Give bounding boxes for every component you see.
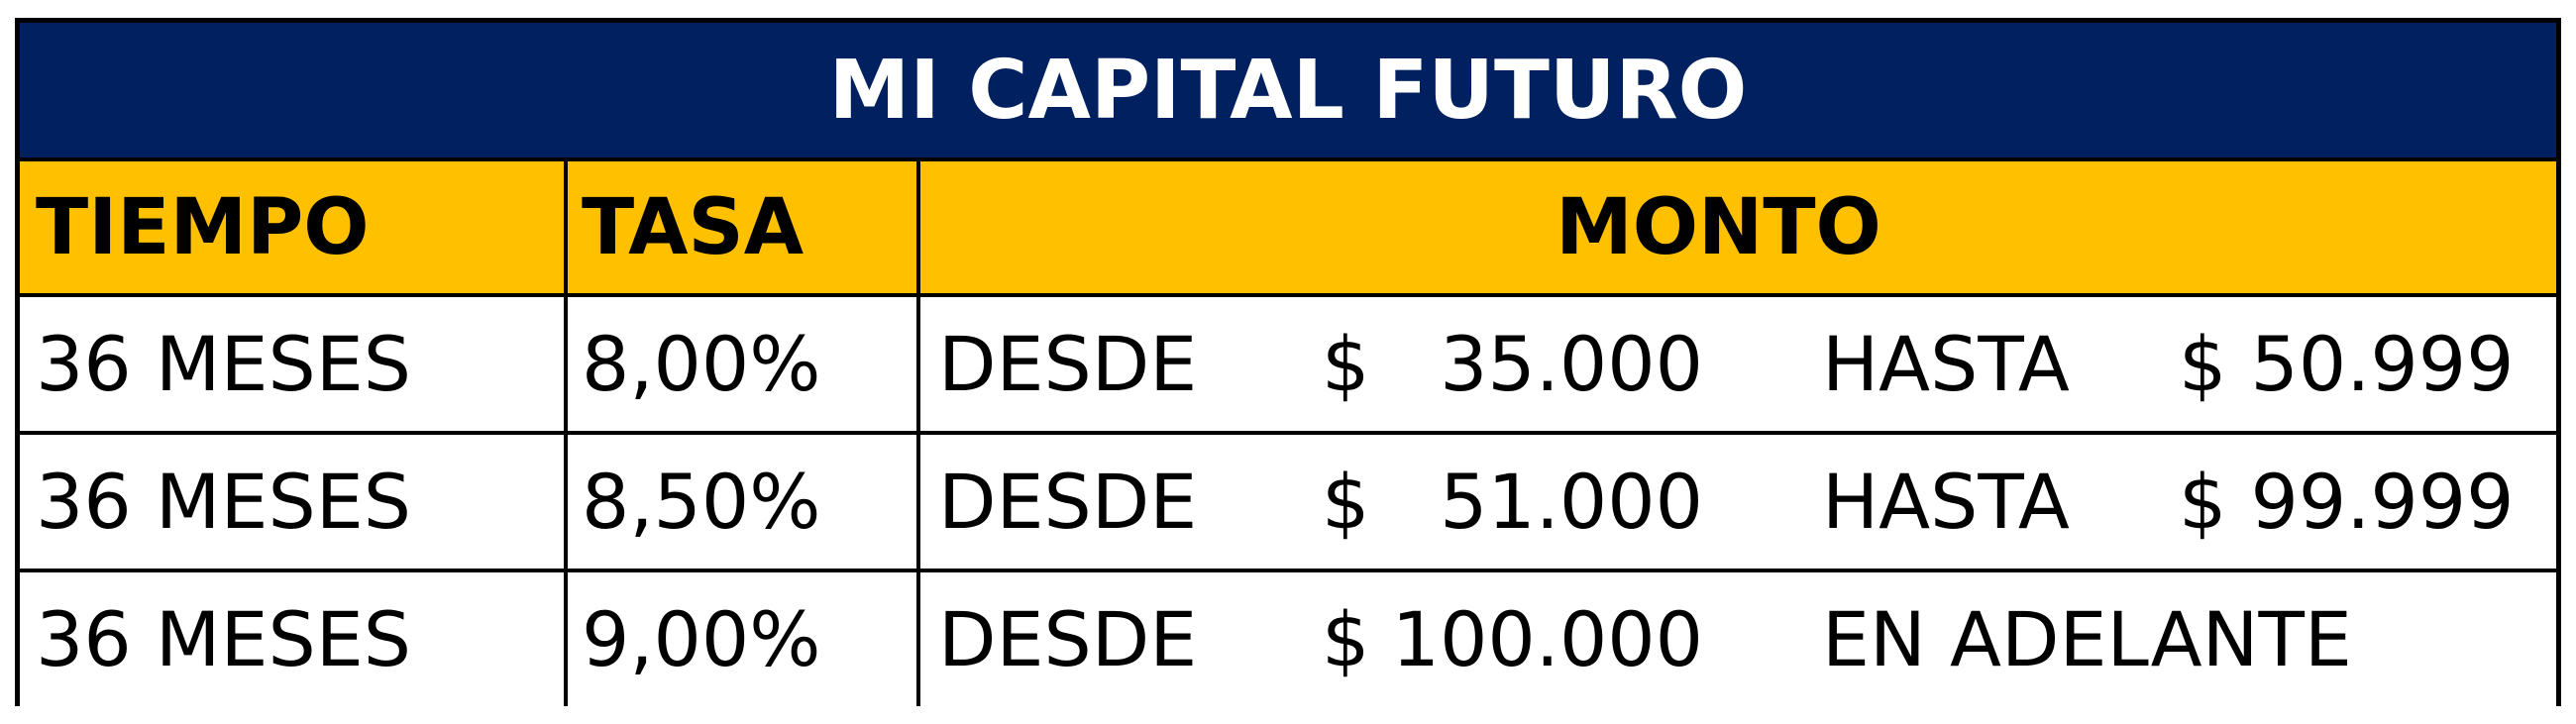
currency-symbol: $ [1322, 595, 1370, 683]
header-tiempo: TIEMPO [20, 161, 568, 293]
currency-symbol: $ [1322, 458, 1370, 546]
header-row: TIEMPO TASA MONTO [20, 161, 2556, 297]
cell-monto: DESDE $ 35.000 HASTA $ 50.999 [920, 297, 2556, 431]
cell-tasa: 9,00% [568, 572, 920, 706]
cell-tiempo: 36 MESES [20, 297, 568, 431]
desde-amount: 100.000 [1391, 595, 1703, 683]
cell-tasa: 8,50% [568, 435, 920, 569]
table-row: 36 MESES 8,50% DESDE $ 51.000 HASTA $ 99… [20, 435, 2556, 572]
desde-label: DESDE [938, 320, 1198, 408]
desde-amount: 51.000 [1440, 458, 1703, 546]
hasta-amount: $ 99.999 [2179, 458, 2515, 546]
hasta-amount: $ 50.999 [2179, 320, 2515, 408]
hasta-label: HASTA [1822, 320, 2070, 408]
cell-tiempo: 36 MESES [20, 572, 568, 706]
table-title: MI CAPITAL FUTURO [20, 23, 2556, 161]
table-row: 36 MESES 8,00% DESDE $ 35.000 HASTA $ 50… [20, 297, 2556, 435]
header-tasa: TASA [568, 161, 920, 293]
capital-table: MI CAPITAL FUTURO TIEMPO TASA MONTO 36 M… [15, 18, 2561, 706]
hasta-label: EN ADELANTE [1822, 595, 2352, 683]
desde-label: DESDE [938, 458, 1198, 546]
hasta-label: HASTA [1822, 458, 2070, 546]
table-row: 36 MESES 9,00% DESDE $ 100.000 EN ADELAN… [20, 572, 2556, 706]
cell-tiempo: 36 MESES [20, 435, 568, 569]
desde-amount: 35.000 [1440, 320, 1703, 408]
currency-symbol: $ [1322, 320, 1370, 408]
header-monto: MONTO [1556, 182, 1881, 272]
cell-monto: DESDE $ 51.000 HASTA $ 99.999 [920, 435, 2556, 569]
desde-label: DESDE [938, 595, 1198, 683]
cell-monto: DESDE $ 100.000 EN ADELANTE [920, 572, 2556, 706]
cell-tasa: 8,00% [568, 297, 920, 431]
